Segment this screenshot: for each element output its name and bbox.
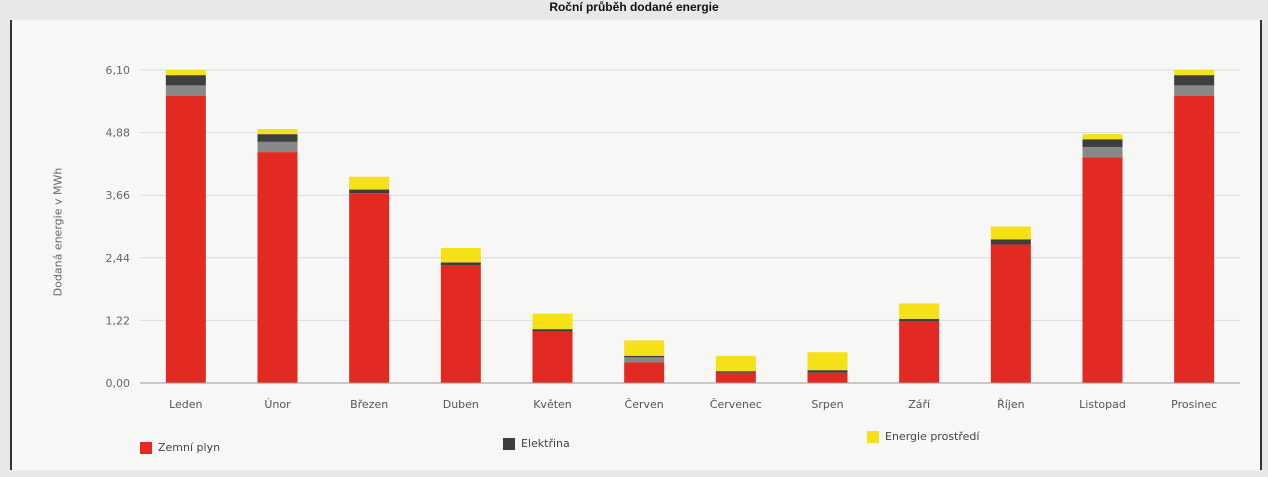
bar-segment [1082, 146, 1123, 158]
bar-segment [165, 95, 206, 384]
x-tick-label: Červenec [710, 398, 762, 411]
bar-segment [532, 313, 573, 330]
x-tick-label: Prosinec [1171, 398, 1217, 411]
bar-segment [257, 134, 298, 142]
bar-segment [1174, 70, 1215, 76]
bar-segment [715, 355, 756, 372]
y-tick-label: 2,44 [106, 252, 131, 265]
legend-item-zemni-plyn: Zemní plyn [140, 441, 220, 454]
legend-swatch-energie-prostredi [867, 430, 879, 443]
y-tick-label: 1,22 [106, 314, 131, 327]
x-tick-label: Květen [533, 398, 572, 411]
x-tick-label: Září [908, 398, 931, 411]
x-tick-label: Únor [264, 398, 291, 411]
bar-segment [257, 152, 298, 383]
x-tick-label: Leden [169, 398, 202, 411]
x-tick-label: Říjen [997, 398, 1025, 411]
bar-segment [715, 372, 756, 383]
x-tick-label: Listopad [1079, 398, 1126, 411]
bar-segment [990, 226, 1031, 240]
bar-segment [440, 248, 481, 263]
bar-segment [349, 176, 390, 190]
bar-segment [165, 75, 206, 86]
bar-segment [990, 239, 1031, 245]
y-tick-label: 0,00 [106, 377, 131, 390]
bar-segment [257, 129, 298, 135]
x-tick-label: Srpen [811, 398, 843, 411]
x-tick-label: Červen [625, 398, 664, 411]
bar-segment [165, 70, 206, 76]
y-tick-label: 6,10 [106, 64, 131, 77]
legend-item-energie-prostredi: Energie prostředí [867, 430, 979, 443]
y-tick-label: 3,66 [106, 189, 131, 202]
bar-segment [257, 141, 298, 153]
bar-segment [624, 340, 665, 356]
bar-segment [532, 331, 573, 383]
x-tick-label: Březen [350, 398, 388, 411]
x-tick-label: Duben [443, 398, 479, 411]
bar-segment [349, 189, 390, 194]
bar-segment [624, 355, 665, 358]
bar-segment [165, 85, 206, 96]
bar-segment [899, 318, 940, 322]
legend-swatch-elektrina [503, 437, 515, 450]
bar-segment [624, 357, 665, 363]
bar-segment [715, 371, 756, 373]
bar-segment [807, 370, 848, 373]
bar-segment [990, 244, 1031, 383]
bar-segment [440, 264, 481, 383]
bar-segment [1174, 95, 1215, 384]
y-tick-label: 4,88 [106, 127, 131, 140]
chart-title: Roční průběh dodané energie [549, 0, 719, 14]
bar-segment [1174, 75, 1215, 86]
bar-segment [899, 321, 940, 383]
bar-segment [807, 352, 848, 371]
legend-label-energie-prostredi: Energie prostředí [885, 430, 980, 443]
legend-item-elektrina: Elektřina [503, 437, 570, 450]
bar-segment [899, 303, 940, 319]
legend-label-zemni-plyn: Zemní plyn [158, 441, 221, 454]
legend-swatch-zemni-plyn [140, 441, 152, 454]
bar-segment [1082, 134, 1123, 140]
bar-segment [532, 329, 573, 332]
bar-segment [1174, 85, 1215, 96]
chart-frame [10, 20, 1262, 470]
bar-segment [807, 372, 848, 383]
bar-segment [624, 362, 665, 383]
bar-segment [349, 193, 390, 383]
legend-label-elektrina: Elektřina [521, 437, 570, 450]
bar-segment [1082, 139, 1123, 147]
bar-segment [1082, 157, 1123, 383]
bar-segment [440, 262, 481, 265]
